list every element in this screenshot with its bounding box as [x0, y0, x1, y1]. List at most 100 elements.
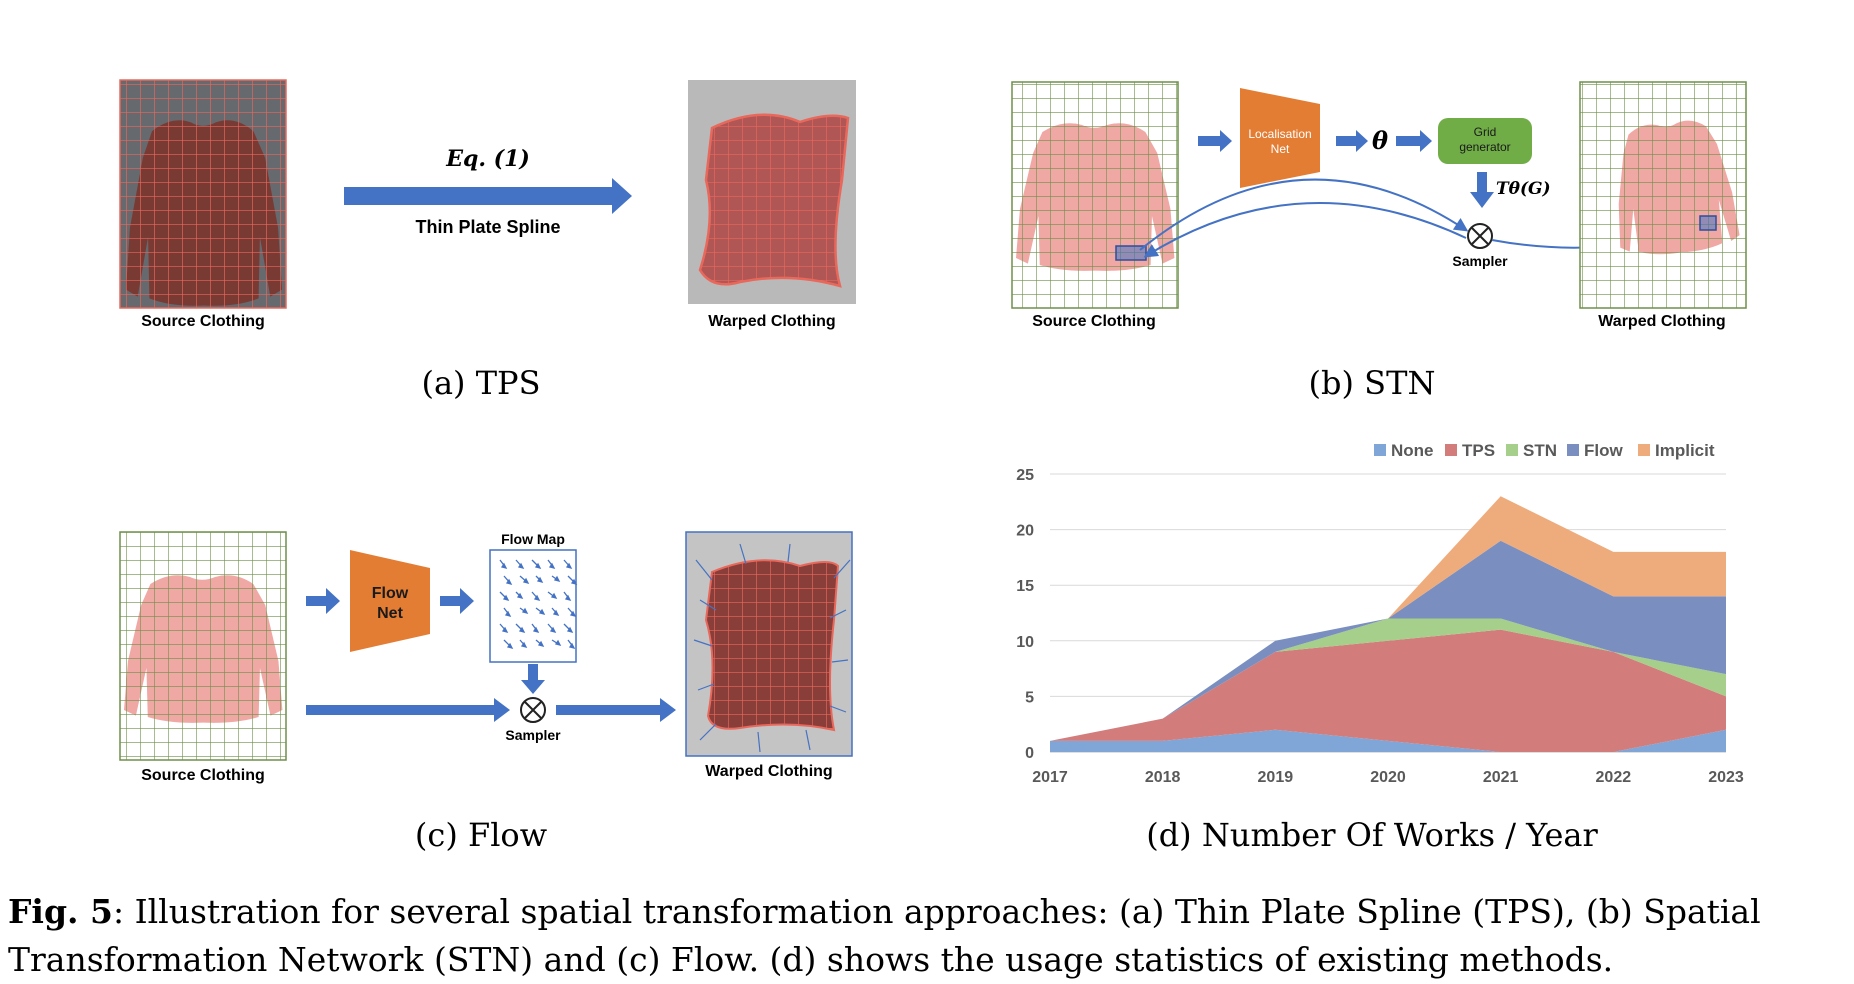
flow-vector-head-icon — [554, 639, 562, 646]
flow-vector-head-icon — [564, 594, 572, 601]
warp-vector-icon — [757, 731, 761, 753]
warped-shirt-icon — [698, 113, 850, 288]
legend-swatch-none — [1374, 444, 1386, 456]
panel-b-stn: Source Clothing Localisation Net θ Grid … — [1011, 81, 1747, 402]
warped-shirt-icon — [704, 559, 840, 732]
arrow-sampler-to-warped — [556, 698, 676, 722]
chart-area-implicit — [1050, 496, 1726, 741]
legend-swatch-implicit — [1638, 444, 1650, 456]
arrow-to-flownet — [306, 588, 340, 614]
chart-y-tick-label: 15 — [1016, 578, 1034, 595]
legend-swatch-flow — [1567, 444, 1579, 456]
flow-vector-head-icon — [518, 626, 526, 633]
arrow-source-to-sampler — [306, 698, 510, 722]
chart-y-tick-label: 5 — [1025, 689, 1034, 706]
warp-vector-icon — [699, 599, 717, 611]
flow-vector-head-icon — [500, 562, 508, 569]
grid-generator-box — [1438, 118, 1532, 164]
legend-label-stn: STN — [1523, 441, 1557, 460]
flow-vector-head-icon — [565, 562, 573, 569]
flow-vector-head-icon — [537, 640, 545, 647]
warped-clothing-label: Warped Clothing — [705, 763, 832, 780]
warp-vector-icon — [699, 723, 717, 741]
source-clothing-label: Source Clothing — [141, 767, 265, 784]
warp-vector-icon — [833, 559, 851, 579]
caption-prefix: Fig. 5 — [8, 892, 113, 931]
flow-vector-head-icon — [517, 562, 525, 569]
legend-swatch-stn — [1506, 444, 1518, 456]
source-grid-overlay — [119, 79, 287, 309]
flowmap-label: Flow Map — [501, 531, 565, 547]
warped-sample-box — [1699, 215, 1717, 231]
curve-source-to-sampler-2 — [1143, 202, 1467, 258]
arrow-to-theta — [1336, 130, 1368, 152]
chart-x-ticks: 2017 2018 2019 2020 2021 2022 2023 — [1032, 769, 1744, 786]
sampler-icon — [520, 697, 546, 723]
chart-x-tick-label: 2022 — [1596, 769, 1632, 786]
warp-vector-icon — [787, 543, 791, 563]
source-grid-overlay — [119, 531, 287, 761]
flow-vector-head-icon — [504, 610, 512, 617]
flow-vector-head-icon — [569, 610, 577, 617]
arrow-to-sampler — [521, 664, 545, 694]
warp-vector-icon — [739, 543, 747, 565]
warp-vector-icon — [831, 659, 849, 663]
legend-label-none: None — [1391, 441, 1434, 460]
flow-vector-head-icon — [532, 626, 540, 633]
tps-label: Thin Plate Spline — [415, 217, 560, 237]
panel-a-tps: Source Clothing Eq. (1) Thin Plate Splin… — [119, 79, 856, 402]
flow-map-box — [489, 549, 577, 663]
subcaption-b: (b) STN — [1309, 364, 1436, 402]
flow-vector-head-icon — [536, 576, 544, 583]
flow-vector-head-icon — [548, 562, 556, 569]
figure-caption: Fig. 5: Illustration for several spatial… — [8, 888, 1848, 984]
caption-text: : Illustration for several spatial trans… — [8, 892, 1761, 979]
subcaption-a: (a) TPS — [421, 364, 540, 402]
flow-vector-head-icon — [502, 594, 510, 601]
chart-x-tick-label: 2023 — [1708, 769, 1744, 786]
sampler-icon — [1467, 223, 1493, 249]
grid-label-1: Grid — [1474, 125, 1497, 139]
subcaption-d: (d) Number Of Works / Year — [1146, 816, 1598, 854]
curve-source-to-sampler-1 — [1139, 178, 1469, 251]
warp-vector-icon — [697, 683, 715, 691]
flow-vector-head-icon — [506, 642, 514, 649]
chart-x-tick-label: 2020 — [1370, 769, 1406, 786]
flow-map-arrows — [499, 559, 578, 649]
chart-x-tick-label: 2017 — [1032, 769, 1068, 786]
chart-x-tick-label: 2019 — [1258, 769, 1294, 786]
chart-x-tick-label: 2021 — [1483, 769, 1519, 786]
chart-y-ticks: 0 5 10 15 20 25 — [1016, 467, 1034, 762]
warp-vector-icon — [829, 705, 847, 713]
flow-vector-head-icon — [538, 608, 546, 615]
warp-vector-icon — [693, 639, 713, 647]
warped-clothing-label: Warped Clothing — [708, 313, 835, 330]
chart-y-tick-label: 25 — [1016, 467, 1034, 484]
flow-vector-head-icon — [553, 575, 561, 582]
localisation-label-1: Localisation — [1248, 127, 1311, 141]
flow-vector-head-icon — [549, 626, 557, 633]
chart-legend: None TPS STN Flow Implicit — [1374, 441, 1715, 460]
warped-grid-overlay — [1579, 81, 1747, 309]
warp-vector-icon — [829, 609, 847, 619]
chart-y-tick-label: 20 — [1016, 523, 1034, 540]
localisation-label-2: Net — [1271, 142, 1290, 156]
warp-vector-icon — [695, 559, 713, 581]
flow-vector-head-icon — [501, 626, 509, 633]
panel-c-flow: Source Clothing Flow Net Flow Map Sample… — [119, 531, 853, 854]
flow-vector-head-icon — [566, 626, 574, 633]
grid-label-2: generator — [1459, 140, 1510, 154]
chart-areas — [1050, 496, 1726, 752]
flow-vector-head-icon — [552, 609, 560, 616]
warp-vector-icon — [805, 729, 811, 751]
warped-clothing-label: Warped Clothing — [1598, 313, 1725, 330]
flow-vector-head-icon — [505, 578, 513, 585]
flow-net-box — [350, 550, 430, 652]
legend-swatch-tps — [1445, 444, 1457, 456]
chart-y-tick-label: 10 — [1016, 634, 1034, 651]
flow-vector-head-icon — [534, 562, 542, 569]
flownet-label-1: Flow — [372, 585, 409, 602]
arrow-to-grid — [1396, 130, 1432, 152]
